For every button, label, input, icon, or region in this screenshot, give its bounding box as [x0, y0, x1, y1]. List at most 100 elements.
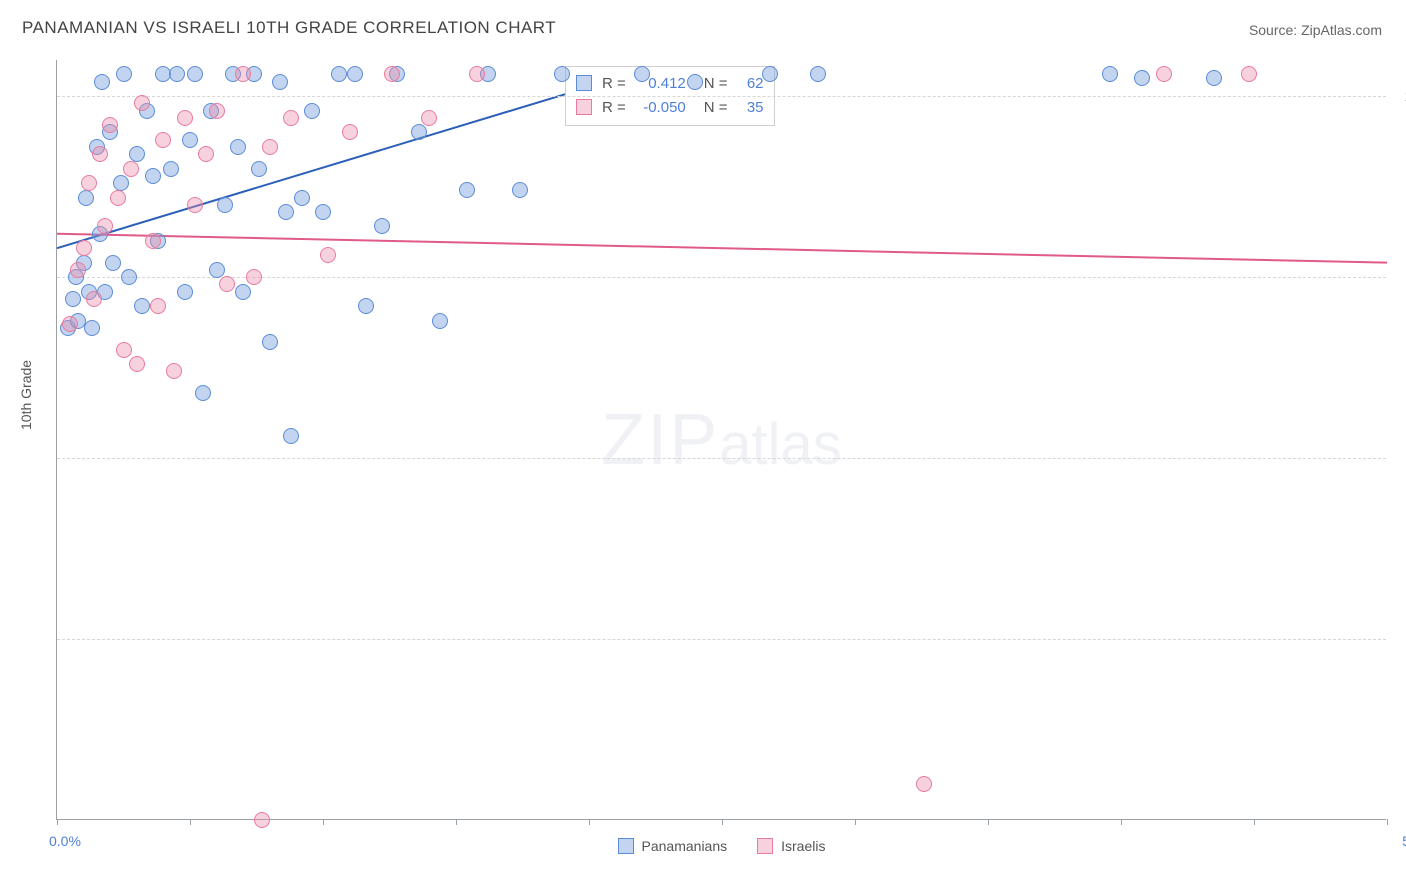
- x-tick: [57, 819, 58, 825]
- x-lim-label: 50.0%: [1402, 833, 1406, 849]
- x-tick: [1254, 819, 1255, 825]
- data-point: [150, 298, 166, 314]
- data-point: [342, 124, 358, 140]
- y-tick-label: 85.0%: [1392, 631, 1406, 647]
- data-point: [254, 812, 270, 828]
- data-point: [163, 161, 179, 177]
- data-point: [123, 161, 139, 177]
- legend-r-label: R =: [602, 99, 626, 116]
- data-point: [182, 132, 198, 148]
- data-point: [116, 342, 132, 358]
- legend-n-value: 62: [738, 75, 764, 92]
- legend-swatch: [757, 838, 773, 854]
- data-point: [86, 291, 102, 307]
- y-axis-label: 10th Grade: [18, 360, 34, 430]
- data-point: [554, 66, 570, 82]
- data-point: [116, 66, 132, 82]
- series-legend: Panamanians Israelis: [618, 838, 826, 854]
- data-point: [81, 175, 97, 191]
- data-point: [78, 190, 94, 206]
- gridline: [57, 96, 1386, 97]
- x-lim-label: 0.0%: [49, 833, 81, 849]
- data-point: [110, 190, 126, 206]
- watermark-atlas: atlas: [719, 412, 842, 477]
- x-tick: [1121, 819, 1122, 825]
- source-label: Source: ZipAtlas.com: [1249, 22, 1382, 38]
- y-tick-label: 100.0%: [1392, 88, 1406, 104]
- data-point: [283, 428, 299, 444]
- data-point: [145, 233, 161, 249]
- data-point: [209, 262, 225, 278]
- data-point: [177, 284, 193, 300]
- y-tick-label: 95.0%: [1392, 269, 1406, 285]
- legend-r-label: R =: [602, 75, 626, 92]
- data-point: [105, 255, 121, 271]
- data-point: [294, 190, 310, 206]
- data-point: [459, 182, 475, 198]
- legend-item: Panamanians: [618, 838, 728, 854]
- data-point: [134, 95, 150, 111]
- legend-row: R = -0.050 N = 35: [576, 95, 764, 119]
- x-tick: [589, 819, 590, 825]
- data-point: [129, 356, 145, 372]
- data-point: [916, 776, 932, 792]
- data-point: [374, 218, 390, 234]
- data-point: [278, 204, 294, 220]
- data-point: [315, 204, 331, 220]
- x-tick: [1387, 819, 1388, 825]
- legend-r-value: -0.050: [636, 99, 686, 116]
- data-point: [421, 110, 437, 126]
- data-point: [304, 103, 320, 119]
- data-point: [283, 110, 299, 126]
- data-point: [347, 66, 363, 82]
- y-tick-label: 90.0%: [1392, 450, 1406, 466]
- data-point: [246, 269, 262, 285]
- data-point: [1206, 70, 1222, 86]
- gridline: [57, 639, 1386, 640]
- data-point: [512, 182, 528, 198]
- data-point: [94, 74, 110, 90]
- data-point: [1102, 66, 1118, 82]
- scatter-plot: ZIPatlas R =0.412N =62R =-0.050N =35 Pan…: [56, 60, 1386, 820]
- legend-swatch: [618, 838, 634, 854]
- legend-label: Panamanians: [642, 838, 728, 854]
- data-point: [166, 363, 182, 379]
- legend-row: R =0.412N =62: [576, 71, 764, 95]
- data-point: [169, 66, 185, 82]
- data-point: [251, 161, 267, 177]
- data-point: [92, 146, 108, 162]
- data-point: [195, 385, 211, 401]
- gridline: [57, 458, 1386, 459]
- data-point: [810, 66, 826, 82]
- data-point: [84, 320, 100, 336]
- data-point: [262, 334, 278, 350]
- legend-item: Israelis: [757, 838, 825, 854]
- legend-n-label: N =: [704, 99, 728, 116]
- legend-n-value: 35: [738, 99, 764, 116]
- data-point: [102, 117, 118, 133]
- data-point: [70, 262, 86, 278]
- data-point: [219, 276, 235, 292]
- x-tick: [190, 819, 191, 825]
- x-tick: [323, 819, 324, 825]
- data-point: [634, 66, 650, 82]
- data-point: [762, 66, 778, 82]
- data-point: [230, 139, 246, 155]
- data-point: [65, 291, 81, 307]
- legend-n-label: N =: [704, 75, 728, 92]
- data-point: [687, 74, 703, 90]
- data-point: [1241, 66, 1257, 82]
- data-point: [134, 298, 150, 314]
- data-point: [358, 298, 374, 314]
- data-point: [384, 66, 400, 82]
- data-point: [187, 66, 203, 82]
- data-point: [62, 316, 78, 332]
- chart-title: PANAMANIAN VS ISRAELI 10TH GRADE CORRELA…: [22, 18, 556, 38]
- watermark: ZIPatlas: [601, 399, 842, 481]
- data-point: [209, 103, 225, 119]
- data-point: [320, 247, 336, 263]
- data-point: [113, 175, 129, 191]
- data-point: [1134, 70, 1150, 86]
- data-point: [235, 284, 251, 300]
- data-point: [235, 66, 251, 82]
